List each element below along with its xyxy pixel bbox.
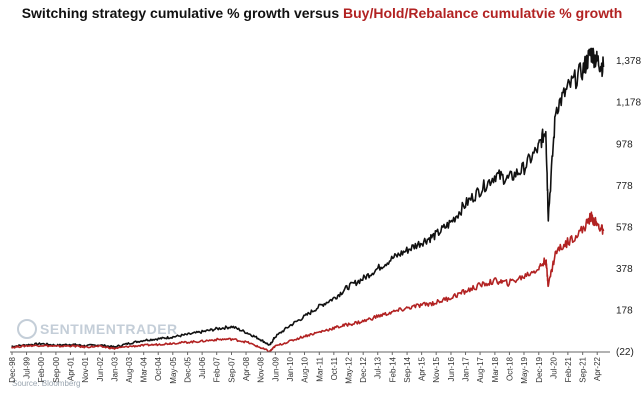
watermark: SENTIMENTRADER Source: Bloomberg	[12, 319, 178, 388]
x-tick-label: Feb-07	[213, 356, 222, 382]
x-tick-label: Mar-18	[491, 356, 500, 382]
series-layer	[11, 47, 605, 353]
x-tick-label: Oct-04	[154, 356, 163, 381]
x-tick-label: May-05	[169, 356, 178, 383]
x-tick-label: May-19	[520, 356, 529, 383]
x-axis: Dec-98 Jul-99 Feb-00 Sep-00 Apr-01 Nov-01 Jun-…	[8, 352, 602, 384]
x-tick-label: May-12	[344, 356, 353, 383]
watermark-logo-icon	[17, 319, 37, 339]
y-tick-label: 1,378	[616, 56, 641, 67]
x-tick-label: Jul-20	[549, 356, 558, 378]
x-tick-label: Jan-17	[462, 356, 471, 381]
y-tick-label: 378	[616, 264, 633, 275]
x-tick-label: Dec-05	[184, 356, 193, 382]
x-tick-label: Dec-19	[535, 356, 544, 382]
x-tick-label: Jul-13	[374, 356, 383, 378]
y-tick-label: 178	[616, 305, 633, 316]
x-tick-label: Jun-16	[447, 356, 456, 381]
chart-title-part1: Switching strategy cumulative % growth v…	[22, 5, 343, 21]
y-tick-label: 978	[616, 139, 633, 150]
x-tick-label: Aug-10	[300, 356, 309, 382]
x-tick-label: Apr-15	[418, 356, 427, 381]
x-tick-label: Apr-01	[66, 356, 75, 381]
x-tick-label: Aug-17	[476, 356, 485, 382]
x-tick-label: Nov-15	[432, 356, 441, 382]
x-tick-label: Jul-99	[23, 356, 32, 378]
x-tick-label: Sep-07	[227, 356, 236, 382]
x-tick-label: Oct-11	[330, 356, 339, 380]
x-tick-label: Mar-11	[315, 356, 324, 381]
x-tick-label: Jan-10	[286, 356, 295, 381]
chart-title-part2: Buy/Hold/Rebalance cumulatvie % growth	[343, 5, 622, 21]
y-axis: 1,378 1,178 978 778 578 378 178 (22)	[616, 56, 641, 358]
x-tick-label: Sep-14	[403, 356, 412, 382]
x-tick-label: Jun-02	[96, 356, 105, 381]
watermark-text: SENTIMENTRADER	[40, 321, 178, 337]
x-tick-label: Feb-21	[564, 356, 573, 382]
y-tick-label: 578	[616, 222, 633, 233]
y-tick-label: (22)	[616, 347, 634, 358]
x-tick-label: Nov-01	[81, 356, 90, 382]
x-tick-label: Dec-12	[359, 356, 368, 382]
x-tick-label: Apr-08	[242, 356, 251, 381]
x-tick-label: Oct-18	[505, 356, 514, 381]
x-tick-label: Feb-00	[37, 356, 46, 382]
source-note: Source: Bloomberg	[12, 379, 80, 388]
y-tick-label: 778	[616, 181, 633, 192]
x-tick-label: Jun-09	[271, 356, 280, 381]
x-tick-label: Sep-00	[52, 356, 61, 382]
x-tick-label: Mar-04	[140, 356, 149, 382]
x-tick-label: Dec-98	[8, 356, 17, 382]
x-tick-label: Sep-21	[579, 356, 588, 382]
chart-title: Switching strategy cumulative % growth v…	[22, 5, 623, 21]
x-tick-label: Aug-03	[125, 356, 134, 382]
x-tick-label: Nov-08	[257, 356, 266, 382]
y-tick-label: 1,178	[616, 98, 641, 109]
x-tick-label: Jan-03	[110, 356, 119, 381]
x-tick-label: Jul-06	[198, 356, 207, 378]
x-tick-label: Feb-14	[388, 356, 397, 382]
series-line-buy-hold-rebalance	[11, 211, 605, 353]
series-line-switching	[11, 47, 605, 348]
x-tick-label: Apr-22	[593, 356, 602, 381]
